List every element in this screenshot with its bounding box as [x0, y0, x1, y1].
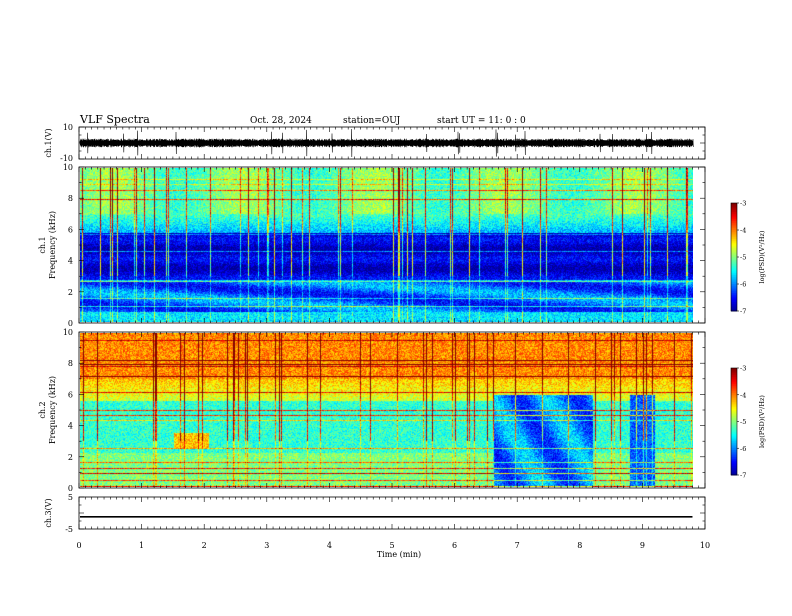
ch1-spectrogram-ytick-8: 8	[68, 194, 73, 203]
ch1-waveform-trace	[79, 129, 694, 157]
x-tick-label-10: 10	[700, 541, 710, 550]
ch1-spectrogram-ytick-10: 10	[63, 163, 73, 172]
ch2-spectrogram-ytick-2: 2	[68, 453, 73, 462]
x-tick-label-4: 4	[327, 541, 332, 550]
ch2-spectrogram-ytick-8: 8	[68, 359, 73, 368]
ch2-spectrogram-ytick-0: 0	[68, 484, 73, 493]
ch2-spectrogram-panel: 0 2 4 6 8 10 ch.2 Frequency (kHz)	[38, 328, 706, 493]
ch1-colorbar-tick-m7: -7	[740, 308, 746, 316]
ch2-colorbar-tick-m5: -5	[740, 418, 746, 426]
ch1-ytick-bottom: -10	[60, 154, 73, 163]
ch1-waveform-panel: 10 -10 ch.1(V)	[44, 123, 706, 163]
ch2-colorbar: -3 -4 -5 -6 -7 log(PSD)(V²/Hz)	[730, 365, 766, 480]
ch1-ylabel: ch.1(V)	[44, 128, 53, 157]
ch2-spectrogram-ylabel-frequency: Frequency (kHz)	[48, 376, 57, 444]
ch2-colorbar-tick-m3: -3	[740, 365, 746, 373]
x-axis: 0 1 2 3 4 5 6 7 8 9 10	[76, 127, 710, 550]
figure-title: VLF Spectra	[79, 113, 150, 126]
x-tick-label-3: 3	[264, 541, 269, 550]
x-tick-label-6: 6	[452, 541, 457, 550]
ch1-spectrogram-panel: 0 2 4 6 8 10 ch.1 Frequency (kHz)	[38, 163, 706, 328]
ch1-spectrogram-ytick-2: 2	[68, 288, 73, 297]
x-tick-label-8: 8	[577, 541, 582, 550]
ch2-spectrogram-ylabel-channel: ch.2	[38, 401, 47, 418]
ch2-colorbar-label: log(PSD)(V²/Hz)	[758, 395, 766, 448]
ch1-colorbar: -3 -4 -5 -6 -7 log(PSD)(V²/Hz)	[730, 200, 766, 316]
ch2-spectrogram-ytick-4: 4	[68, 422, 73, 431]
x-tick-label-0: 0	[76, 541, 81, 550]
x-tick-label-1: 1	[139, 541, 144, 550]
ch2-spectrogram-ytick-6: 6	[68, 390, 73, 399]
ch1-spectrogram-ytick-6: 6	[68, 225, 73, 234]
ch1-spectrogram-ylabel-frequency: Frequency (kHz)	[48, 211, 57, 279]
x-axis-label: Time (min)	[377, 550, 421, 559]
ch1-colorbar-tick-m5: -5	[740, 254, 746, 262]
ch2-colorbar-tick-m7: -7	[740, 472, 746, 480]
x-tick-label-2: 2	[202, 541, 207, 550]
ch2-colorbar-tick-m6: -6	[740, 445, 746, 453]
ch1-colorbar-tick-m6: -6	[740, 281, 746, 289]
ch3-voltage-panel: 5 -5 ch.3(V)	[44, 493, 706, 534]
ch1-spectrogram-ytick-0: 0	[68, 319, 73, 328]
ch1-spectrogram-image	[80, 168, 693, 322]
ch3-ytick-bottom: -5	[65, 525, 73, 534]
header-station: station=OUJ	[343, 116, 401, 126]
ch2-spectrogram-image	[80, 333, 693, 487]
ch1-spectrogram-ylabel-channel: ch.1	[38, 236, 47, 253]
ch1-colorbar-tick-m4: -4	[740, 227, 746, 235]
x-tick-label-7: 7	[515, 541, 520, 550]
ch1-ytick-top: 10	[63, 123, 73, 132]
ch3-ylabel: ch.3(V)	[44, 498, 53, 527]
ch3-ytick-top: 5	[68, 493, 73, 502]
header-start-time: start UT = 11: 0 : 0	[437, 116, 526, 126]
ch2-spectrogram-ytick-10: 10	[63, 328, 73, 337]
ch1-colorbar-tick-m3: -3	[740, 200, 746, 208]
ch1-spectrogram-ytick-4: 4	[68, 257, 73, 266]
x-tick-label-5: 5	[389, 541, 394, 550]
header-date: Oct. 28, 2024	[250, 116, 312, 126]
x-tick-label-9: 9	[640, 541, 645, 550]
ch2-colorbar-tick-m4: -4	[740, 391, 746, 399]
ch1-colorbar-label: log(PSD)(V²/Hz)	[758, 230, 766, 283]
